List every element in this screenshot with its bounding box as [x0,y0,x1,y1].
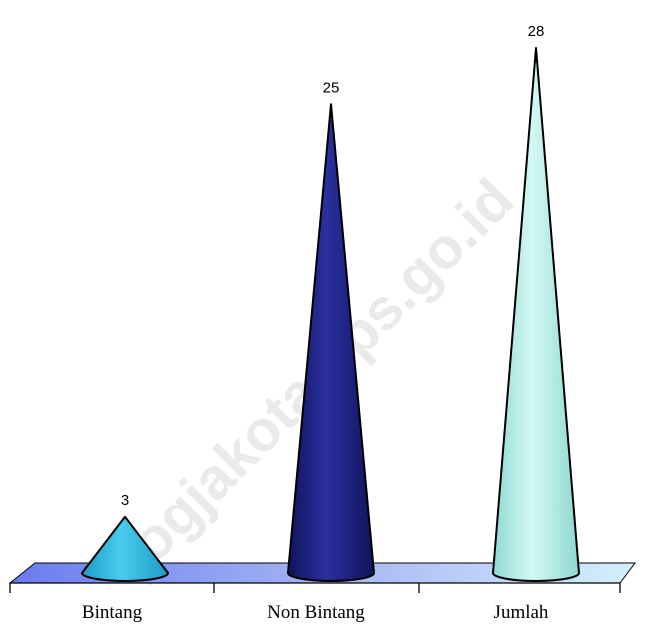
cone-bar-jumlah [492,47,580,582]
category-label-non-bintang: Non Bintang [267,602,365,623]
cone-bar-non-bintang [287,103,375,582]
cone-series: 3 25 28 [81,23,580,582]
category-label-jumlah: Jumlah [494,602,549,623]
category-label-bintang: Bintang [82,602,143,623]
cone-bar-bintang [81,515,169,582]
data-label-bintang: 3 [121,492,129,509]
data-label-jumlah: 28 [528,23,545,40]
data-label-non-bintang: 25 [323,79,340,96]
